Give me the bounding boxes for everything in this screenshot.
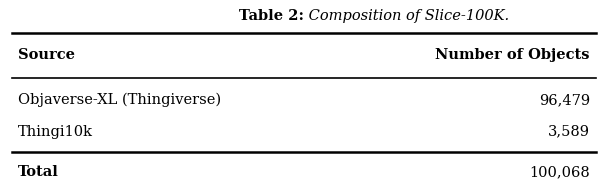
- Text: Source: Source: [18, 48, 75, 62]
- Text: 96,479: 96,479: [539, 93, 590, 107]
- Text: Thingi10k: Thingi10k: [18, 125, 93, 139]
- Text: 3,589: 3,589: [548, 125, 590, 139]
- Text: Table 2:: Table 2:: [239, 9, 304, 23]
- Text: Number of Objects: Number of Objects: [435, 48, 590, 62]
- Text: Total: Total: [18, 165, 59, 179]
- Text: Objaverse-XL (Thingiverse): Objaverse-XL (Thingiverse): [18, 93, 221, 107]
- Text: 100,068: 100,068: [529, 165, 590, 179]
- Text: Composition of Slice-100K.: Composition of Slice-100K.: [304, 9, 509, 23]
